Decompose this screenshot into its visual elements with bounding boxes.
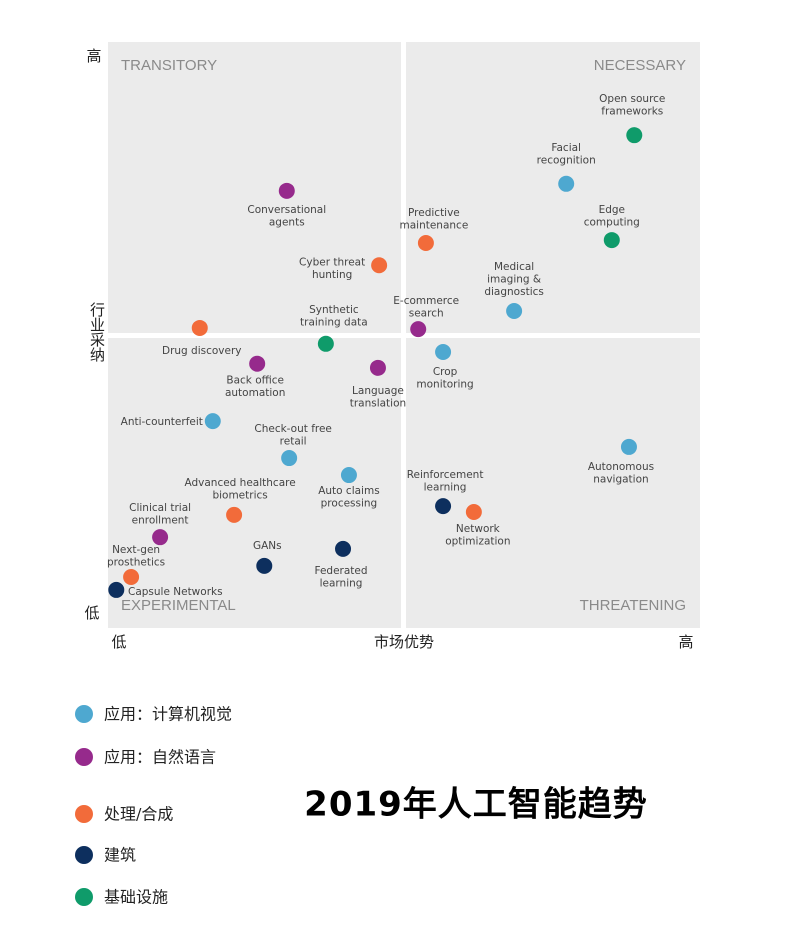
point-label: translation	[350, 397, 406, 409]
point	[256, 557, 273, 574]
point-label: Medical	[494, 261, 534, 273]
legend-label: 应用：计算机视觉	[104, 705, 232, 724]
point	[152, 529, 169, 546]
y-axis-high: 高	[86, 47, 101, 65]
legend-label: 建筑	[104, 846, 136, 865]
point-label: Capsule Networks	[128, 586, 223, 598]
chart-title: 2019年人工智能趋势	[304, 785, 648, 825]
point-label: biometrics	[212, 489, 267, 501]
point-label: prosthetics	[107, 557, 165, 569]
legend-marker	[75, 705, 93, 723]
quadrant-label: TRANSITORY	[121, 57, 217, 74]
legend-label: 处理/合成	[104, 805, 173, 824]
point-label: training data	[300, 316, 368, 328]
point	[226, 506, 243, 523]
point-label: Federated	[315, 565, 368, 577]
point-label: search	[409, 308, 444, 320]
point-label: Drug discovery	[162, 345, 242, 357]
point-label: Open source	[599, 93, 665, 105]
point	[340, 467, 357, 484]
point-label: retail	[280, 436, 307, 448]
point	[558, 175, 575, 192]
x-axis-low: 低	[111, 633, 126, 651]
quadrant-label: NECESSARY	[594, 57, 686, 74]
point	[417, 234, 434, 251]
point-label: navigation	[593, 473, 648, 485]
point-label: GANs	[253, 540, 282, 552]
point	[506, 302, 523, 319]
point-label: Network	[456, 523, 501, 535]
y-axis-label: 行业采纳	[88, 302, 106, 363]
point-label: diagnostics	[484, 286, 544, 298]
point-label: maintenance	[400, 219, 469, 231]
legend-marker	[75, 846, 93, 864]
legend-marker	[75, 748, 93, 766]
point	[603, 232, 620, 249]
point-label: monitoring	[416, 378, 473, 390]
point-label: Check-out free	[254, 423, 332, 435]
point	[435, 343, 452, 360]
point	[620, 438, 637, 455]
point	[465, 503, 482, 520]
point-label: Autonomous	[588, 461, 654, 473]
point-label: frameworks	[601, 106, 663, 118]
point	[278, 182, 295, 199]
point-label: imaging &	[487, 273, 541, 285]
point-label: hunting	[312, 269, 352, 281]
legend-label: 基础设施	[104, 888, 168, 907]
point-label: learning	[424, 482, 467, 494]
point-label: Next-gen	[112, 544, 160, 556]
point	[123, 569, 140, 586]
point	[317, 335, 334, 352]
point-label: recognition	[537, 154, 596, 166]
point-label: E-commerce	[393, 295, 459, 307]
point-label: optimization	[445, 535, 510, 547]
point	[108, 581, 125, 598]
point-label: Cyber threat	[299, 256, 365, 268]
point-label: Crop	[433, 366, 458, 378]
point-label: Synthetic	[309, 304, 359, 316]
point-label: Language	[352, 385, 404, 397]
quadrant-label: EXPERIMENTAL	[121, 597, 236, 614]
point	[281, 450, 298, 467]
point-label: Reinforcement	[407, 469, 484, 481]
x-axis-label: 市场优势	[374, 633, 434, 651]
y-axis-low: 低	[84, 604, 99, 622]
point	[249, 355, 266, 372]
point-label: Edge	[599, 204, 625, 216]
point	[371, 257, 388, 274]
x-axis-high: 高	[678, 633, 693, 651]
point-label: Conversational	[247, 204, 326, 216]
point-label: Facial	[551, 142, 581, 154]
point	[204, 413, 221, 430]
quadrant	[406, 338, 700, 628]
point	[410, 321, 427, 338]
point-label: Predictive	[408, 207, 460, 219]
quadrant-label: THREATENING	[580, 597, 686, 614]
point-label: processing	[321, 498, 378, 510]
quadrant	[108, 338, 401, 628]
quadrant	[108, 42, 401, 333]
point-label: Auto claims	[318, 485, 379, 497]
legend-marker	[75, 805, 93, 823]
point	[626, 127, 643, 144]
point-label: agents	[269, 216, 305, 228]
point-label: automation	[225, 387, 285, 399]
legend-marker	[75, 888, 93, 906]
point-label: learning	[320, 577, 363, 589]
point-label: computing	[584, 217, 640, 229]
point-label: Advanced healthcare	[184, 477, 295, 489]
point-label: Clinical trial	[129, 502, 191, 514]
point-label: enrollment	[132, 515, 189, 527]
point	[369, 359, 386, 376]
point	[435, 498, 452, 515]
point-label: Anti-counterfeit	[121, 416, 203, 428]
legend-label: 应用：自然语言	[104, 748, 216, 767]
point	[335, 540, 352, 557]
point-label: Back office	[226, 375, 284, 387]
point	[191, 319, 208, 336]
quadrant	[406, 42, 700, 333]
